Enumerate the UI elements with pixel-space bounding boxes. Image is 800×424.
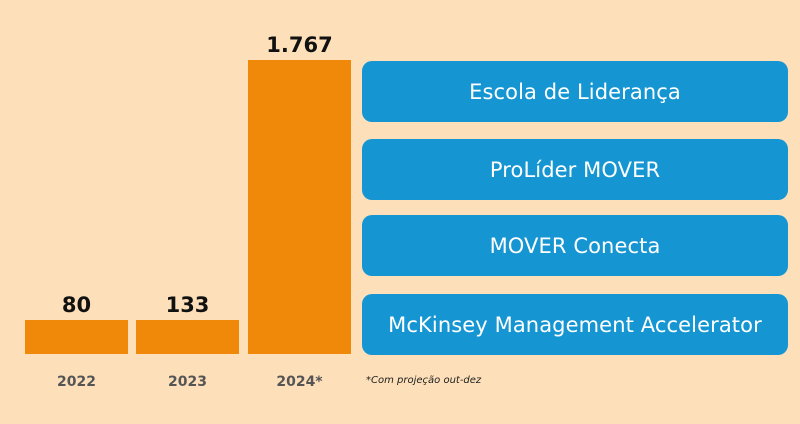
program-mckinsey-management-accelerator: McKinsey Management Accelerator: [362, 294, 788, 355]
program-escola-de-lideranca: Escola de Liderança: [362, 61, 788, 122]
program-prolider-mover: ProLíder MOVER: [362, 139, 788, 200]
year-label-2024: 2024*: [276, 374, 323, 390]
year-label-2022: 2022: [57, 374, 96, 390]
bar-2023: [136, 320, 239, 354]
value-label-2024: 1.767: [266, 33, 332, 57]
value-label-2023: 133: [166, 293, 210, 317]
program-mover-conecta: MOVER Conecta: [362, 215, 788, 276]
bar-2022: [25, 320, 128, 354]
footnote: *Com projeção out-dez: [366, 375, 482, 386]
year-label-2023: 2023: [168, 374, 207, 390]
value-label-2022: 80: [62, 293, 91, 317]
bar-2024: [248, 60, 351, 354]
